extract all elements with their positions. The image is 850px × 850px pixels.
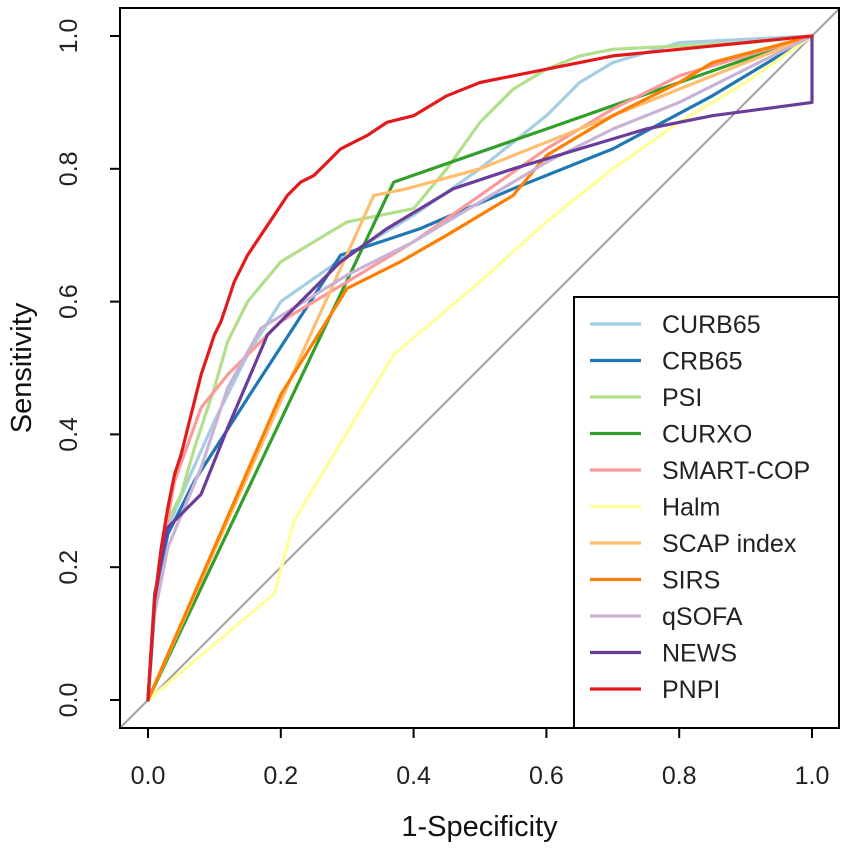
series-line-scap-index	[146, 34, 814, 702]
y-tick-label: 1.0	[55, 19, 83, 54]
x-tick-label: 0.6	[529, 762, 564, 790]
x-tick-label: 0.8	[662, 762, 697, 790]
legend: CURB65 CRB65 PSI CURXO SMART-COP Halm SCAP ind…	[573, 296, 840, 729]
y-tick-label: 0.2	[55, 550, 83, 585]
legend-label: qSOFA	[662, 603, 743, 631]
x-tick-label: 0.0	[131, 762, 166, 790]
chance-reference-line	[120, 8, 839, 728]
y-tick-label: 0.8	[55, 151, 83, 186]
y-axis: 0.0 0.2 0.4 0.6 0.8 1.0	[55, 19, 121, 718]
y-tick-label: 0.0	[55, 683, 83, 718]
series-line-qsofa	[146, 34, 814, 702]
legend-label: CURB65	[662, 311, 761, 339]
legend-label: NEWS	[662, 640, 737, 668]
legend-label: CURXO	[662, 421, 752, 449]
plot-area	[120, 8, 839, 728]
legend-label: PNPI	[662, 676, 720, 704]
series-line-pnpi	[146, 34, 814, 702]
legend-label: SIRS	[662, 567, 720, 595]
x-tick-label: 0.2	[263, 762, 298, 790]
y-axis-title: Sensitivity	[6, 302, 38, 433]
x-axis-title: 1-Specificity	[401, 811, 558, 843]
legend-label: Halm	[662, 494, 720, 522]
legend-label: SCAP index	[662, 530, 797, 558]
y-tick-label: 0.4	[55, 417, 83, 452]
legend-label: SMART-COP	[662, 457, 810, 485]
y-tick-label: 0.6	[55, 284, 83, 319]
series-line-sirs	[146, 34, 814, 702]
series-line-curxo	[146, 34, 814, 702]
legend-box	[573, 296, 840, 729]
x-tick-label: 1.0	[795, 762, 830, 790]
x-axis: 0.0 0.2 0.4 0.6 0.8 1.0	[131, 727, 830, 790]
legend-label: PSI	[662, 384, 702, 412]
series-lines	[146, 34, 814, 702]
series-line-halm	[146, 34, 814, 702]
legend-label: CRB65	[662, 348, 743, 376]
x-tick-label: 0.4	[396, 762, 431, 790]
